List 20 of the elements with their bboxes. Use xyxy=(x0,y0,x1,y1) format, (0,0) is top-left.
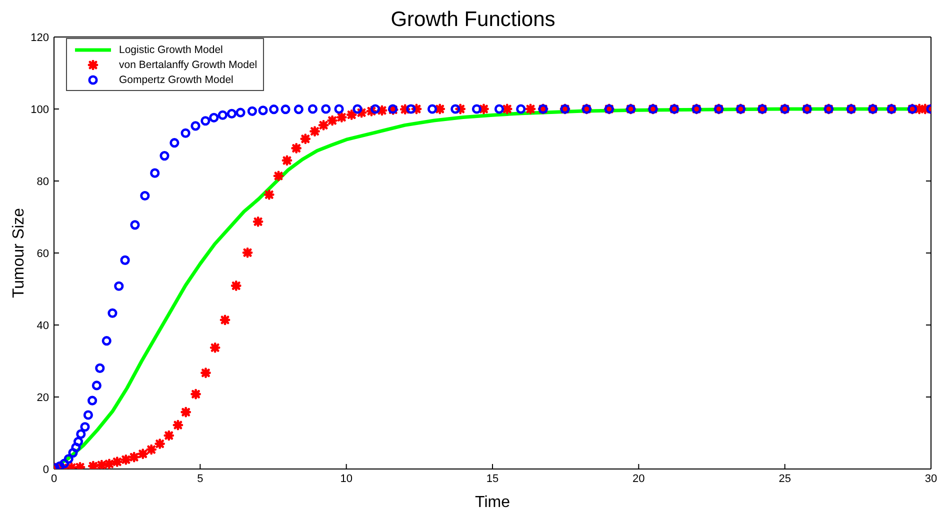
x-tick-label: 0 xyxy=(50,472,58,485)
x-tick-label: 15 xyxy=(486,472,499,485)
x-axis-title: Time xyxy=(475,494,510,511)
x-tick-label: 5 xyxy=(197,472,204,485)
y-tick-label: 40 xyxy=(36,320,49,332)
x-tick-label: 30 xyxy=(924,472,938,485)
y-tick-label: 120 xyxy=(30,32,49,44)
y-tick-label: 0 xyxy=(42,464,49,476)
chart-title: Growth Functions xyxy=(390,8,556,32)
y-tick-label: 80 xyxy=(36,176,49,188)
legend-label: von Bertalanffy Growth Model xyxy=(119,58,258,70)
y-tick-label: 20 xyxy=(36,392,49,404)
y-axis-title: Tumour Size xyxy=(10,208,28,298)
y-tick-label: 100 xyxy=(30,104,49,116)
x-tick-label: 10 xyxy=(340,472,352,485)
x-tick-label: 25 xyxy=(778,472,791,485)
legend-label: Gompertz Growth Model xyxy=(119,74,234,86)
legend-label: Logistic Growth Model xyxy=(119,44,223,56)
y-tick-label: 60 xyxy=(36,248,49,260)
x-tick-label: 20 xyxy=(632,472,645,485)
